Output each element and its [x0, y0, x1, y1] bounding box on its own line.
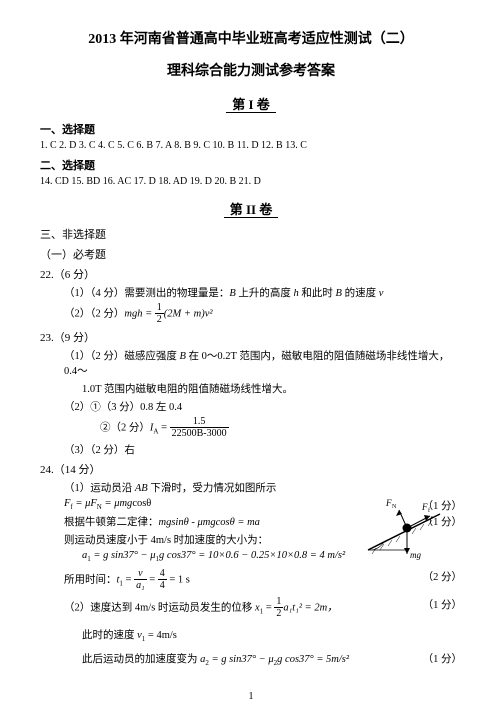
- section-juan2: 第 II 卷: [40, 199, 462, 218]
- svg-text:F: F: [385, 498, 392, 508]
- score-4: （2 分）: [423, 569, 462, 584]
- answers-1: 1. C 2. D 3. C 4. C 5. C 6. B 7. A 8. B …: [40, 140, 462, 151]
- q24-eq5: （2）速度达到 4m/s 时运动员发生的位移 x1 = 12a₁t₁² = 2m…: [64, 597, 462, 619]
- q23-p2b: ②（2 分）IA = 1.522500B-3000: [100, 417, 462, 439]
- score-7: （1 分）: [423, 651, 462, 666]
- answers-2: 14. CD 15. BD 16. AC 17. D 18. AD 19. D …: [40, 176, 462, 187]
- q22-num: 22.（6 分）: [40, 266, 462, 282]
- svg-text:N: N: [392, 504, 397, 510]
- q24-eq6: 此时的速度 v1 = 4m/s: [82, 627, 462, 643]
- score-5: （1 分）: [423, 597, 462, 612]
- q24-p1: （1）运动员沿 AB 下滑时，受力情况如图所示: [64, 480, 462, 495]
- svg-text:mg: mg: [410, 550, 421, 560]
- q22-p2: （2）（2 分）mgh = 12(2M + m)v²: [64, 303, 462, 325]
- q24-eq7: 此后运动员的加速度变为 a2 = g sin37° − μ2g cos37° =…: [82, 651, 462, 667]
- title-main: 2013 年河南省普通高中毕业班高考适应性测试（二）: [40, 28, 462, 48]
- svg-text:F: F: [421, 502, 428, 512]
- heading-3: 三、非选择题: [40, 226, 462, 242]
- section-juan1: 第 I 卷: [40, 94, 462, 113]
- svg-text:f: f: [428, 507, 430, 514]
- q23-p1c: 1.0T 范围内磁敏电阻的阻值随磁场线性增大。: [82, 381, 462, 396]
- q24-num: 24.（14 分）: [40, 461, 462, 477]
- title-sub: 理科综合能力测试参考答案: [40, 60, 462, 80]
- q22: 22.（6 分） （1）（4 分）需要测出的物理量是：B 上升的高度 h 和此时…: [40, 266, 462, 325]
- heading-2: 二、选择题: [40, 157, 462, 173]
- q23-num: 23.（9 分）: [40, 329, 462, 345]
- page-number: 1: [0, 691, 502, 702]
- q24-eq4: 所用时间：t1 = va₁ = 44 = 1 s （2 分）: [64, 569, 462, 591]
- q22-p1: （1）（4 分）需要测出的物理量是：B 上升的高度 h 和此时 B 的速度 v: [64, 285, 462, 300]
- q23-p1: （1）（2 分）磁感应强度 B 在 0～0.2T 范围内，磁敏电阻的阻值随磁场非…: [64, 348, 462, 378]
- heading-1: 一、选择题: [40, 121, 462, 137]
- q23-p3: （3）（2 分）右: [64, 442, 462, 457]
- q23: 23.（9 分） （1）（2 分）磁感应强度 B 在 0～0.2T 范围内，磁敏…: [40, 329, 462, 457]
- q23-p2: （2）①（3 分）0.8 左 0.4: [64, 399, 462, 414]
- force-diagram: F N F f mg: [362, 496, 450, 570]
- heading-3a: （一）必考题: [40, 246, 462, 262]
